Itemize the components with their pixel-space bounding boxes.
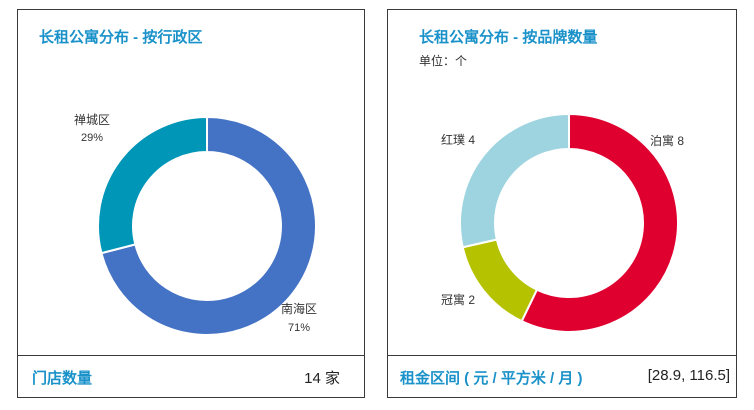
donut-slice-3 [459,112,570,249]
donut-slice-1 [100,115,317,336]
brand-donut-chart: 泊寓 8 冠寓 2 红璞 4 [441,112,684,333]
slice-label-boyu: 泊寓 8 [650,133,684,148]
rent-range-value: [28.9, 116.5] [647,367,730,384]
donut-slice-1 [520,112,679,333]
brand-chart-title: 长租公寓分布 - 按品牌数量 [419,29,598,46]
rent-range-label: 租金区间 ( 元 / 平方米 / 月 ) [400,370,583,387]
store-count-footer: 门店数量 14 家 [18,355,364,397]
rent-range-footer: 租金区间 ( 元 / 平方米 / 月 ) [28.9, 116.5] [388,355,736,397]
district-chart-title: 长租公寓分布 - 按行政区 [39,29,203,46]
slice-percent-chancheng: 29% [81,132,103,144]
district-donut-chart: 南海区 71% 禅城区 29% [74,113,317,336]
brand-chart-unit: 单位：个 [419,54,468,68]
slice-percent-nanhai: 71% [288,322,310,334]
slice-label-chancheng: 禅城区 [74,113,110,127]
slice-label-guanyu: 冠寓 2 [441,292,475,307]
brand-panel: 长租公寓分布 - 按品牌数量 单位：个 泊寓 8 冠寓 2 红璞 4 租金区间 ( … [387,9,737,398]
donut-slice-2 [97,115,208,255]
donut-slice-2 [461,238,539,323]
slice-label-nanhai: 南海区 [281,301,317,316]
store-count-value: 14 家 [304,370,340,387]
district-panel: 长租公寓分布 - 按行政区 南海区 71% 禅城区 29% 门店数量 14 家 [17,9,365,398]
store-count-label: 门店数量 [32,370,93,387]
slice-label-hongpu: 红璞 4 [441,132,475,147]
